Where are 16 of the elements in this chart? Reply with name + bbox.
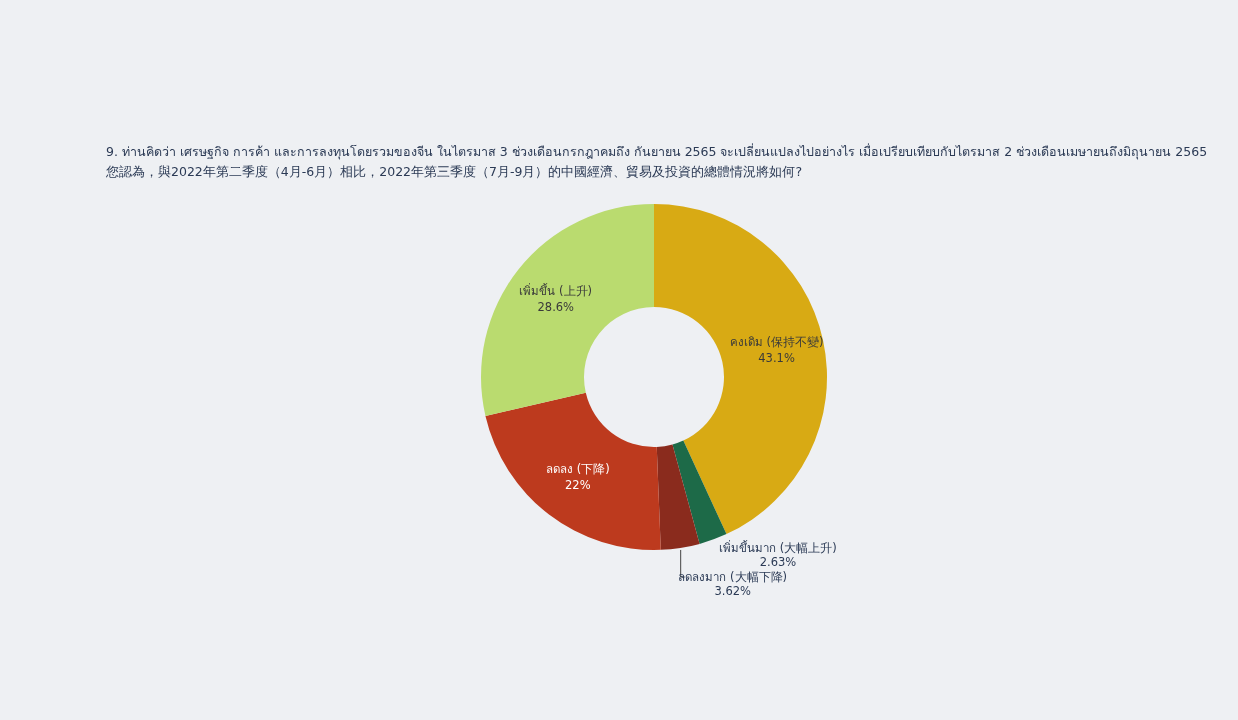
slice-label: คงเดิม (保持不變) xyxy=(729,335,824,350)
data-label: 22% xyxy=(565,477,591,492)
slice-label: เพิ่มขึ้นมาก (大幅上升) xyxy=(719,540,837,555)
data-label: 43.1% xyxy=(758,351,795,366)
chart-subtitle: 您認為，與2022年第二季度（4月-6月）相比，2022年第三季度（7月-9月）的中國經濟、貿易及投資的總體情況將如何? xyxy=(105,164,803,179)
slice-label: เพิ่มขึ้น (上升) xyxy=(519,282,593,298)
donut-slice xyxy=(654,204,827,535)
donut-slice xyxy=(481,204,654,416)
slice-label: ลดลงมาก (大幅下降) xyxy=(678,570,787,584)
data-label: 3.62% xyxy=(714,584,752,598)
chart-title: 9. ท่านคิดว่า เศรษฐกิจ การค้า และการลงทุนโดยรวมของจีน ในไตรมาส 3 ช่วงเดือนกรกฎาคมถึง กันยายน 2565 จะเปลี่ยนแปลงไปอย่างไร เมื่อเปรียบเทียบกับไตรมาส 2 ช่วงเดือนเมษายนถึงมิถุนายน 2565 xyxy=(106,143,1208,160)
slice-label: ลดลง (下降) xyxy=(546,461,610,476)
data-label: 2.63% xyxy=(759,555,797,569)
data-label: 28.6% xyxy=(537,299,575,314)
donut-slice xyxy=(656,444,700,550)
donut-slice xyxy=(485,392,661,550)
